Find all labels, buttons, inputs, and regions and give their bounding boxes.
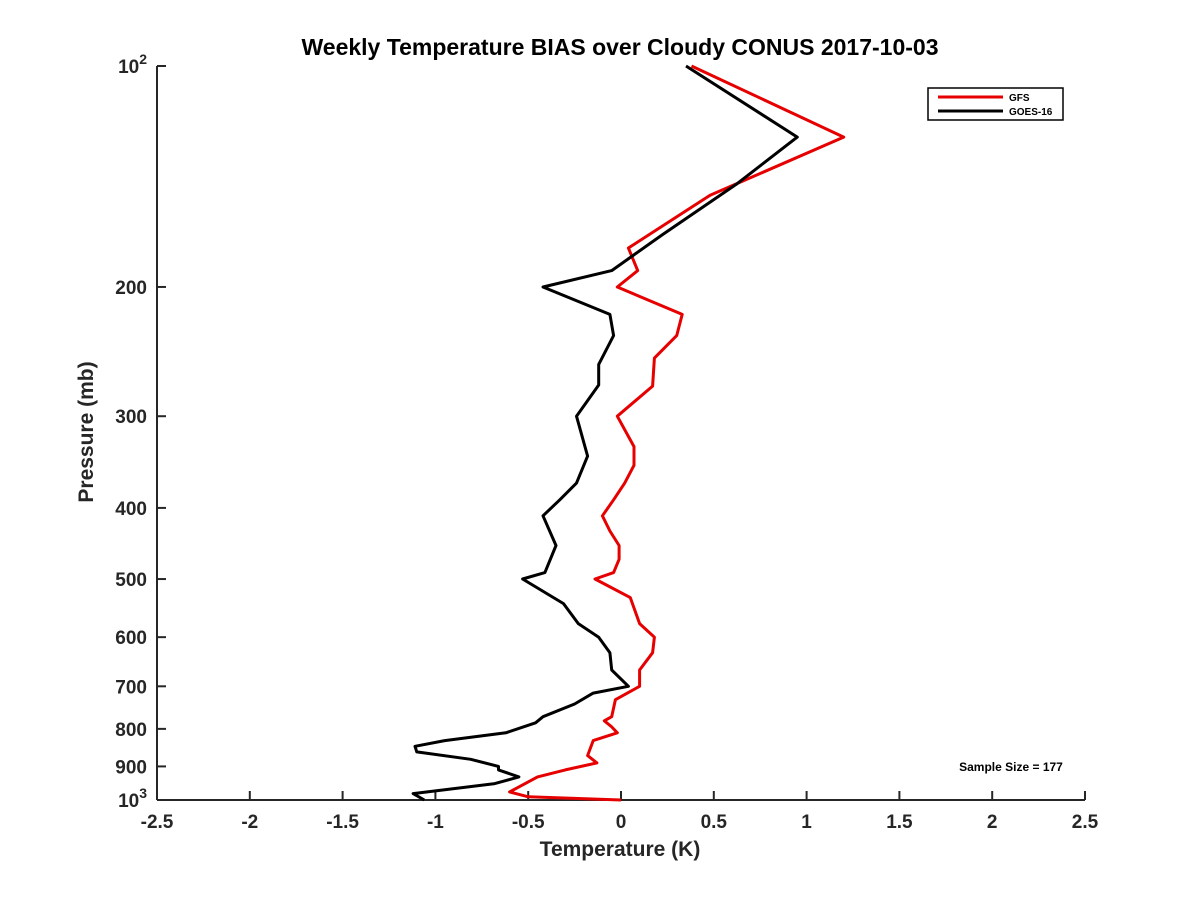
y-tick-label: 300: [115, 407, 147, 428]
series-layer: [411, 64, 846, 802]
x-tick-label: 0: [616, 812, 627, 833]
chart-title: Weekly Temperature BIAS over Cloudy CONU…: [302, 34, 939, 60]
y-tick-label: 102: [118, 51, 147, 78]
y-tick-label-exponent: 2: [139, 51, 147, 67]
x-axis-title: Temperature (K): [540, 838, 701, 861]
y-tick-label-base: 10: [118, 791, 139, 812]
x-tick-label: 1: [801, 812, 812, 833]
x-tick-label: 1.5: [886, 812, 913, 833]
x-tick-label: -2.5: [141, 812, 174, 833]
x-tick-label: -1.5: [326, 812, 359, 833]
y-tick-label: 500: [115, 570, 147, 591]
y-tick-label: 900: [115, 757, 147, 778]
x-tick-label: 2: [987, 812, 998, 833]
y-tick-label-base: 10: [118, 57, 139, 78]
x-tick-label: -0.5: [512, 812, 545, 833]
y-tick-label: 700: [115, 677, 147, 698]
y-tick-label: 103: [118, 785, 147, 812]
sample-size-label: Sample Size = 177: [959, 760, 1063, 774]
series-line-goes-16: [411, 64, 799, 802]
y-axis-title: Pressure (mb): [75, 361, 98, 502]
x-tick-label: 0.5: [701, 812, 728, 833]
series-line-gfs: [508, 64, 846, 802]
y-tick-label-exponent: 3: [139, 785, 147, 801]
x-tick-label: -2: [241, 812, 258, 833]
legend-box: [927, 87, 1064, 121]
x-tick-label: 2.5: [1072, 812, 1099, 833]
axes: -2.5 -2 -1.5 -1 -0.5 0 0.5 1 1.5 2 2.5102200300400…: [115, 51, 1098, 833]
y-tick-label: 200: [115, 278, 147, 299]
legend-label-gfs: GFS: [1009, 93, 1030, 104]
y-tick-label: 600: [115, 628, 147, 649]
y-tick-label: 800: [115, 720, 147, 741]
legend-label-goes-16: GOES-16: [1009, 107, 1053, 118]
y-tick-label: 400: [115, 499, 147, 520]
x-tick-label: -1: [427, 812, 444, 833]
legend: GFS GOES-16: [927, 87, 1064, 121]
